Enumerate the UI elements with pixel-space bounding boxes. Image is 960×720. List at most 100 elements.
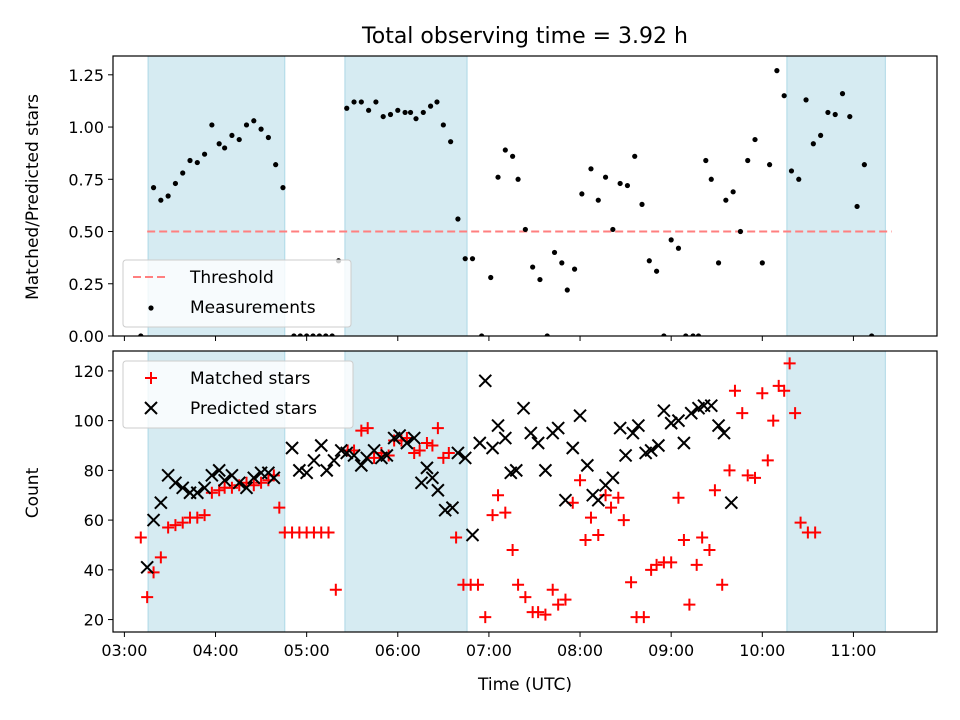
top-dot-point-0-93 <box>810 141 816 147</box>
bottom-cross-point-1-65 <box>591 493 605 507</box>
top-dot-point-0-0 <box>138 333 144 336</box>
bottom-cross-point-1-68 <box>613 421 627 435</box>
bottom-plus-point-0-51 <box>486 509 499 522</box>
bottom-cross-point-1-85 <box>724 495 739 510</box>
top-dot-point-0-32 <box>373 99 379 105</box>
top-dot-point-0-71 <box>653 268 660 274</box>
top-dot-point-0-92 <box>803 97 809 103</box>
bottom-plus-point-0-70 <box>612 491 625 504</box>
bottom-plus-point-0-80 <box>677 533 690 546</box>
bottom-plus-point-0-10 <box>205 486 218 499</box>
top-dot-point-0-28 <box>344 105 350 111</box>
top-dot-point-0-52 <box>515 176 521 182</box>
bottom-cross-point-1-11 <box>217 473 232 488</box>
bottom-cross-point-1-82 <box>704 399 718 413</box>
bottom-cross-point-1-79 <box>684 406 698 420</box>
bottom-cross-point-1-67 <box>606 471 620 485</box>
top-dot-point-0-41 <box>434 99 440 105</box>
top-dot-point-0-10 <box>216 141 222 147</box>
top-dot-point-0-99 <box>854 203 860 210</box>
bottom-plus-point-0-66 <box>584 511 597 524</box>
bottom-cross-point-1-78 <box>677 436 691 450</box>
top-dot-point-0-50 <box>502 147 508 153</box>
bottom-x-tick-label-0: 03:00 <box>101 641 147 660</box>
bottom-cross-point-1-14 <box>239 481 254 495</box>
top-y-tick-label-0: 0.00 <box>68 327 104 346</box>
top-shaded-span-2 <box>786 55 886 337</box>
bottom-legend-label-1: Predicted stars <box>190 399 317 419</box>
top-dot-point-0-73 <box>668 237 674 243</box>
bottom-plus-point-0-79 <box>672 491 685 504</box>
top-dot-point-0-2 <box>158 197 164 203</box>
bottom-plus-point-0-46 <box>450 531 463 544</box>
top-dot-point-0-21 <box>297 333 303 336</box>
bottom-legend-box <box>122 360 354 429</box>
top-dot-point-0-78 <box>703 157 709 164</box>
bottom-plus-point-0-31 <box>355 424 368 437</box>
bottom-plus-point-0-9 <box>198 509 211 522</box>
bottom-cross-point-1-53 <box>509 463 523 478</box>
bottom-cross-point-1-20 <box>292 463 307 478</box>
bottom-plus-point-0-91 <box>749 471 762 484</box>
top-dot-point-0-57 <box>551 249 558 256</box>
bottom-cross-point-1-13 <box>232 476 246 490</box>
top-dot-point-0-97 <box>839 91 846 97</box>
top-dot-point-0-12 <box>229 132 235 139</box>
top-dot-point-0-30 <box>358 99 364 105</box>
top-dot-point-0-51 <box>510 153 516 159</box>
bottom-cross-point-1-8 <box>197 481 212 495</box>
bottom-cross-point-1-49 <box>485 441 500 455</box>
top-dot-point-0-39 <box>420 109 426 116</box>
top-dot-point-0-31 <box>366 107 372 113</box>
top-dot-point-0-26 <box>329 333 335 336</box>
bottom-cross-point-1-84 <box>717 426 731 440</box>
bottom-cross-point-1-75 <box>657 403 671 418</box>
bottom-plus-point-0-52 <box>492 489 505 502</box>
bottom-plus-point-0-99 <box>794 516 807 529</box>
top-dot-point-0-95 <box>825 109 831 116</box>
bottom-cross-point-1-33 <box>380 448 394 463</box>
top-dot-point-0-84 <box>745 157 751 164</box>
bottom-plus-point-0-50 <box>479 611 492 624</box>
bottom-plus-point-0-96 <box>778 384 791 397</box>
top-dot-point-0-81 <box>723 197 729 203</box>
bottom-plus-point-0-1 <box>141 591 154 604</box>
bottom-cross-point-1-43 <box>445 500 460 515</box>
bottom-legend-label-0: Matched stars <box>190 369 310 389</box>
top-dot-point-0-17 <box>265 134 271 141</box>
bottom-cross-point-1-60 <box>558 493 573 507</box>
bottom-plus-point-0-49 <box>471 578 484 591</box>
bottom-cross-point-1-45 <box>458 451 472 465</box>
bottom-x-tick-label-1: 04:00 <box>192 641 238 660</box>
bottom-cross-point-1-59 <box>551 421 565 435</box>
bottom-plus-point-0-83 <box>696 531 709 544</box>
bottom-legend-marker-1 <box>144 401 158 415</box>
bottom-cross-point-1-83 <box>711 418 726 433</box>
bottom-cross-point-1-44 <box>451 446 465 460</box>
bottom-plot-area <box>134 357 822 624</box>
bottom-y-tick-label-1: 40 <box>84 561 104 580</box>
top-dot-point-0-59 <box>564 287 570 293</box>
top-dot-point-0-86 <box>759 260 765 266</box>
bottom-cross-point-1-61 <box>566 441 580 455</box>
bottom-cross-point-1-48 <box>478 374 492 388</box>
bottom-plus-point-0-71 <box>617 514 630 527</box>
top-dot-point-0-5 <box>180 170 186 176</box>
bottom-plus-point-0-5 <box>169 519 182 532</box>
top-dot-point-0-49 <box>495 174 501 180</box>
top-dot-point-0-62 <box>588 166 594 172</box>
top-dot-point-0-4 <box>172 180 179 187</box>
bottom-cross-point-1-39 <box>420 461 434 475</box>
bottom-cross-point-1-10 <box>212 463 226 478</box>
bottom-cross-point-1-25 <box>327 453 341 468</box>
bottom-cross-point-1-0 <box>140 560 154 575</box>
top-dot-point-0-72 <box>661 333 667 336</box>
bottom-plus-point-0-85 <box>708 484 721 497</box>
bottom-axes-frame <box>112 350 938 633</box>
top-dot-point-0-53 <box>522 226 528 233</box>
top-axes-frame <box>112 55 938 337</box>
top-y-tick-label-3: 0.75 <box>68 170 104 189</box>
bottom-plus-point-0-89 <box>736 407 749 420</box>
bottom-plus-point-0-90 <box>741 469 754 482</box>
